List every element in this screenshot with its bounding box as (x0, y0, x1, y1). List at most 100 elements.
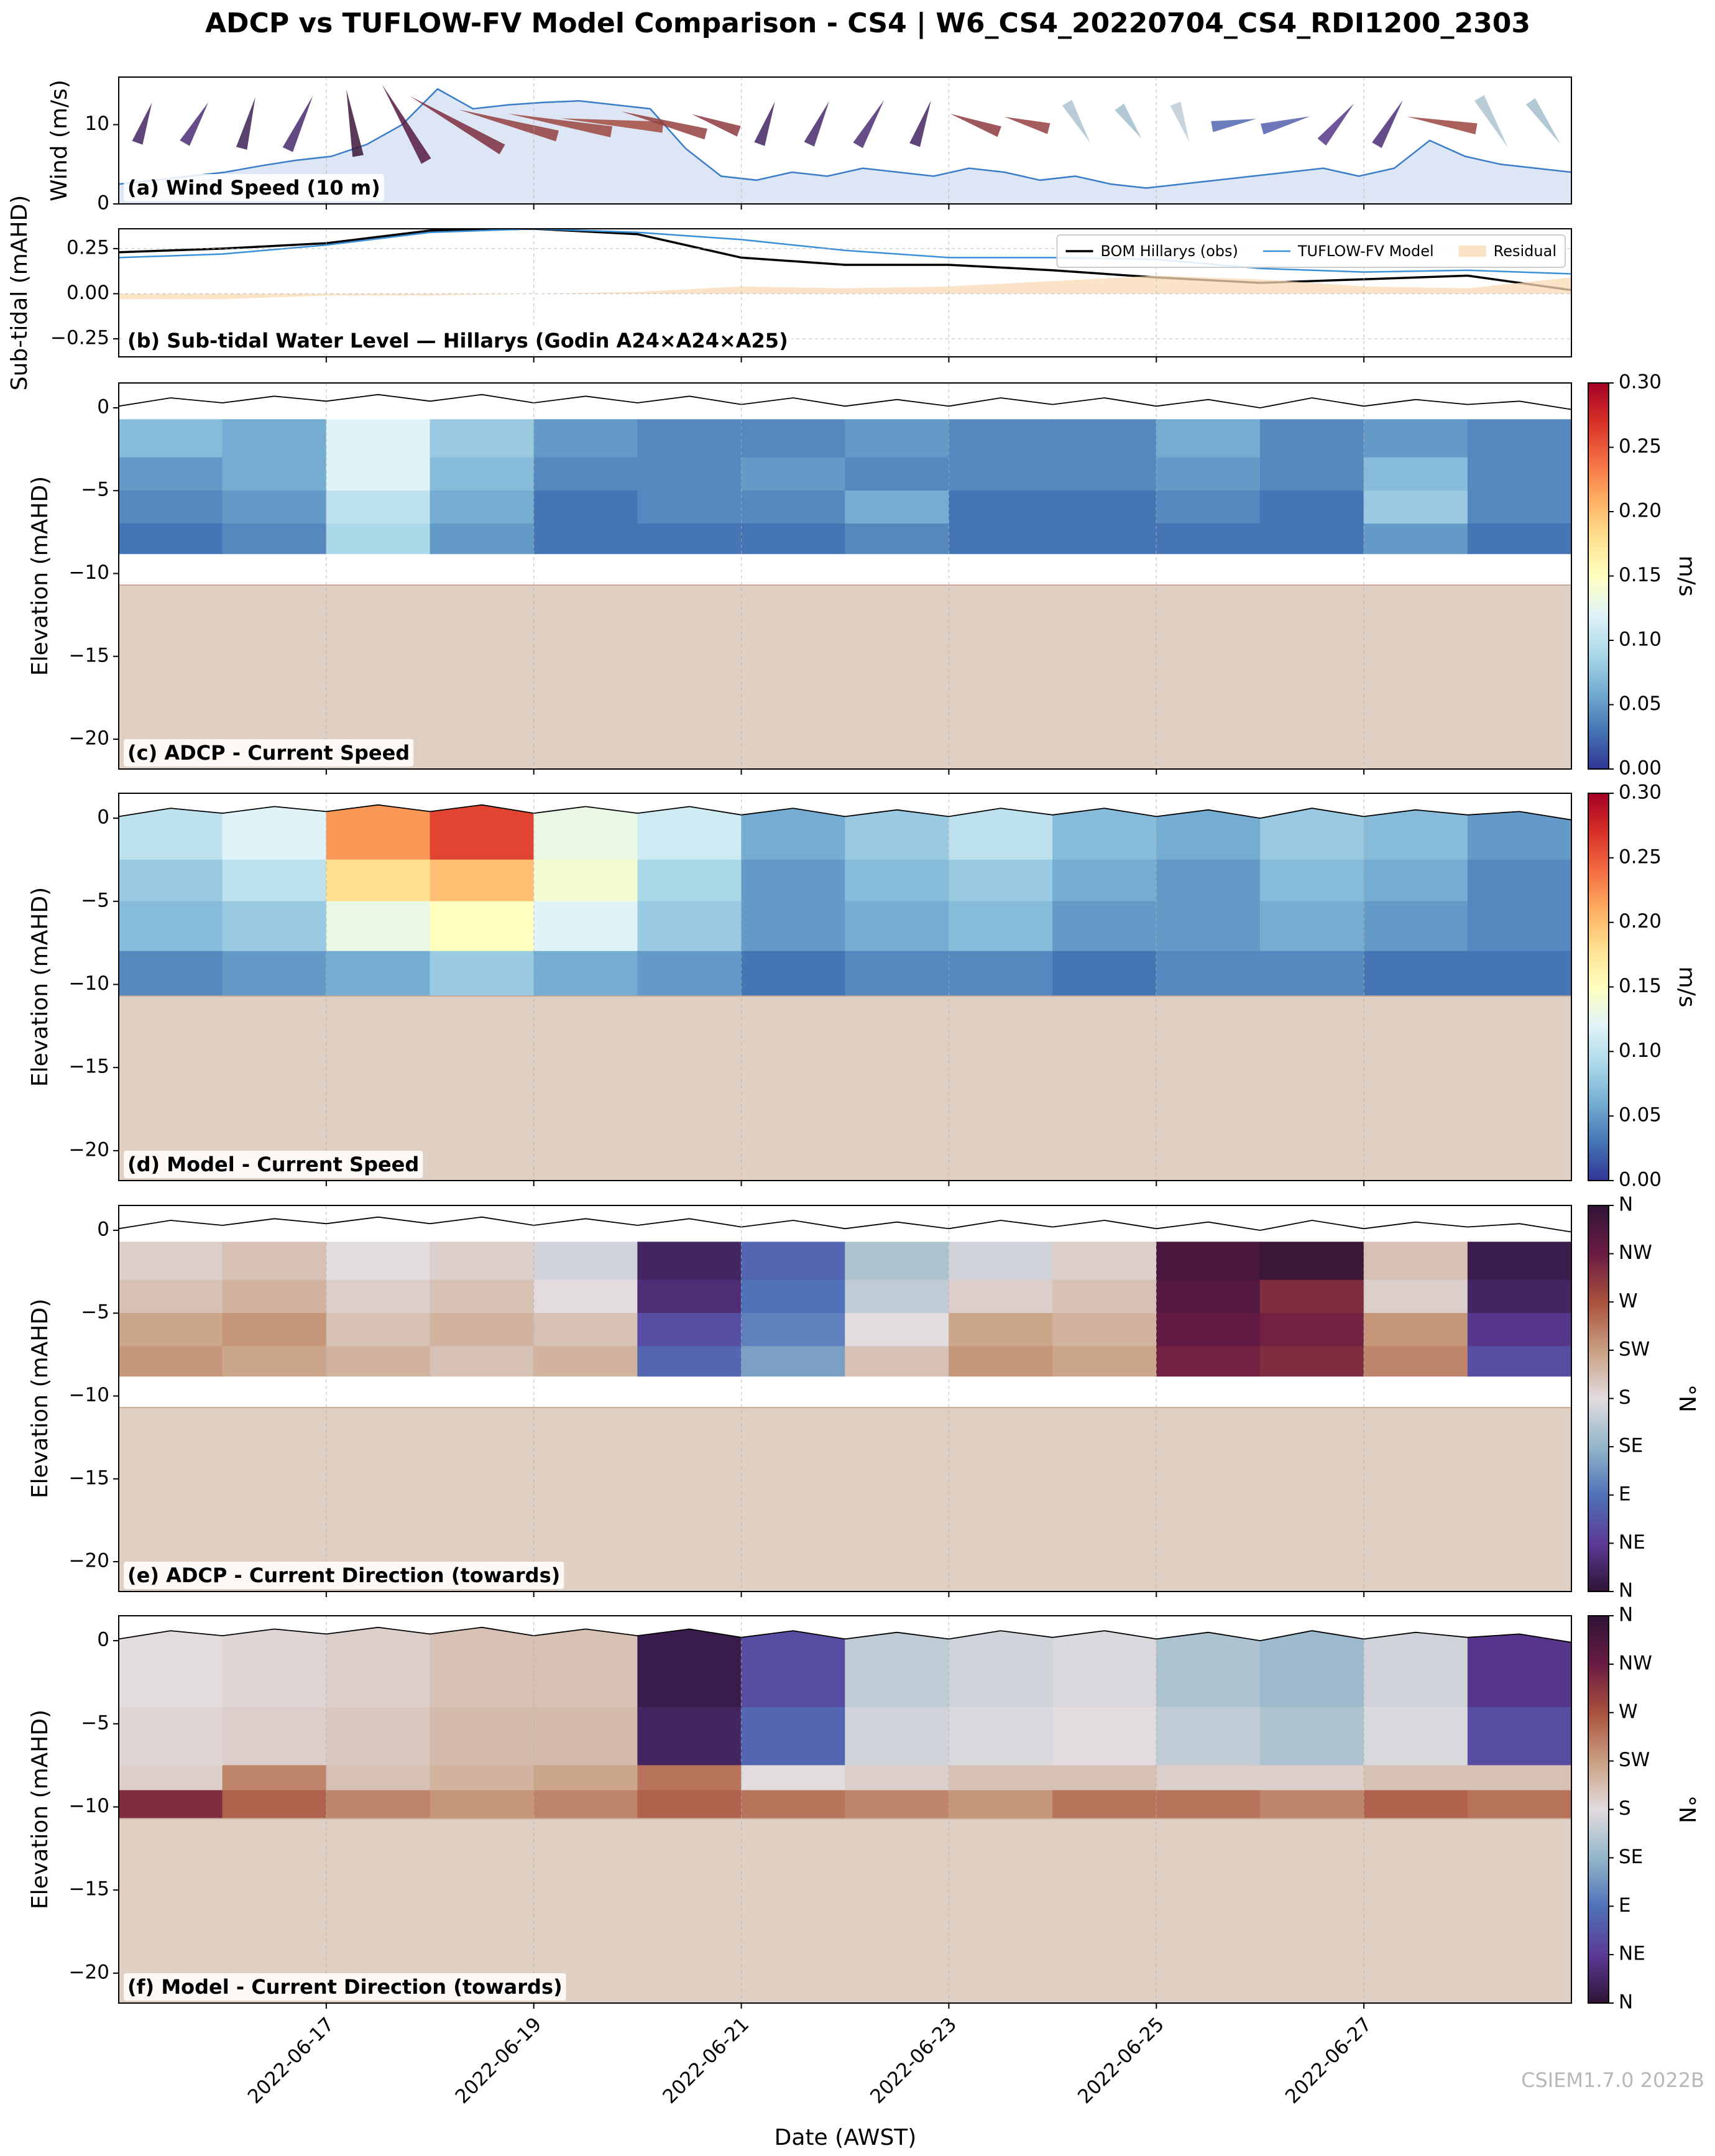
heat-cell (1363, 457, 1468, 491)
heat-cell (741, 523, 846, 555)
heat-cell (326, 859, 431, 902)
heat-cell (949, 523, 1054, 555)
heat-cell (1052, 523, 1157, 555)
wind-arrow (1170, 101, 1190, 142)
annotation-background (124, 739, 414, 767)
heat-cell (845, 1627, 950, 1708)
heat-cell (326, 1790, 431, 1820)
y-tick-label: −20 (69, 1138, 109, 1161)
x-tick-label: 2022-06-21 (658, 2013, 753, 2108)
heat-cell (845, 419, 950, 458)
heat-cell (1052, 1346, 1157, 1377)
heat-cell (845, 490, 950, 525)
colorbar-tick-label: SE (1619, 1435, 1643, 1457)
heat-cell (1259, 1346, 1364, 1377)
above-surface (119, 1616, 1571, 1642)
colorbar-tick-label: 0.15 (1619, 564, 1662, 586)
heat-cell (1156, 1790, 1261, 1820)
heat-cell (637, 804, 742, 860)
heat-cell (637, 490, 742, 525)
y-tick-label: 0.00 (67, 282, 109, 304)
heat-cell (430, 1346, 535, 1377)
series-line (119, 229, 1571, 275)
y-axis-label: Elevation (mAHD) (27, 476, 53, 676)
heat-cell (222, 1765, 327, 1791)
colorbar-tick-label: N (1619, 1991, 1633, 2014)
heat-cell (1052, 490, 1157, 525)
heat-cell (637, 1346, 742, 1377)
heat-cell (949, 901, 1054, 952)
heat-cell (119, 1790, 223, 1820)
colorbar-tick-label: S (1619, 1797, 1631, 1820)
heat-cell (1156, 1242, 1261, 1281)
wind-arrow (409, 96, 505, 155)
wind-arrow (1525, 98, 1561, 144)
heat-cell (1467, 1346, 1571, 1377)
heat-cell (1259, 419, 1364, 458)
heat-cell (637, 419, 742, 458)
heat-cell (533, 490, 638, 525)
wind-arrow (560, 118, 664, 133)
colorbar-tick-label: 0.20 (1619, 910, 1662, 933)
heat-cell (741, 1765, 846, 1791)
wind-arrow (382, 84, 431, 164)
heat-cell (222, 1312, 327, 1347)
heat-cell (949, 1627, 1054, 1708)
panel-annotation: (e) ADCP - Current Direction (towards) (127, 1564, 560, 1587)
heat-cell (741, 1279, 846, 1314)
heat-cell (326, 901, 431, 952)
heat-cell (1156, 1707, 1261, 1766)
heat-cell (949, 1346, 1054, 1377)
heat-cell (1156, 1627, 1261, 1708)
colorbar-tick-label: E (1619, 1894, 1631, 1917)
plot-frame (118, 793, 1572, 1181)
colorbar-tick-label: 0.10 (1619, 1039, 1662, 1062)
watermark: CSIEM1.7.0 2022B (1521, 2068, 1704, 2092)
heat-cell (533, 1346, 638, 1377)
heat-cell (430, 901, 535, 952)
heat-cell (326, 523, 431, 555)
heat-cell (430, 1312, 535, 1347)
heat-cell (637, 523, 742, 555)
heat-cell (119, 1765, 223, 1791)
wind-arrow (1115, 103, 1142, 139)
heat-cell (1363, 419, 1468, 458)
heat-cell (119, 490, 223, 525)
heat-cell (1156, 457, 1261, 491)
heat-cell (119, 859, 223, 902)
legend-label: BOM Hillarys (obs) (1100, 242, 1238, 260)
y-tick-label: −15 (69, 1878, 109, 1900)
heat-cell (1259, 490, 1364, 525)
heat-cell (1052, 1312, 1157, 1347)
y-tick-label: −5 (81, 889, 109, 911)
heat-cell (845, 1279, 950, 1314)
y-tick-label: 0.25 (67, 236, 109, 259)
heat-cell (430, 457, 535, 491)
heat-cell (119, 1627, 223, 1708)
heat-cell (533, 859, 638, 902)
heat-cell (326, 1765, 431, 1791)
wind-arrow (909, 100, 931, 147)
x-tick-label: 2022-06-25 (1074, 2013, 1169, 2108)
heat-cell (1052, 1790, 1157, 1820)
wind-arrow (950, 114, 1001, 137)
heat-cell (637, 1790, 742, 1820)
heat-cell (1156, 951, 1261, 997)
heat-cell (637, 1312, 742, 1347)
heat-cell (1052, 901, 1157, 952)
plot-frame (118, 76, 1572, 205)
heat-cell (1259, 951, 1364, 997)
colorbar-tick-label: 0.30 (1619, 371, 1662, 394)
heat-cell (845, 1346, 950, 1377)
y-axis-label: Elevation (mAHD) (27, 1299, 53, 1498)
heat-cell (1259, 859, 1364, 902)
heat-cell (222, 1346, 327, 1377)
y-tick-label: −15 (69, 1056, 109, 1078)
y-tick-label: −20 (69, 727, 109, 750)
heat-cell (1467, 951, 1571, 997)
heat-cell (326, 1707, 431, 1766)
heat-cell (741, 1790, 846, 1820)
colorbar (1588, 1615, 1609, 2004)
y-tick-label: −10 (69, 561, 109, 584)
heat-cell (326, 1279, 431, 1314)
